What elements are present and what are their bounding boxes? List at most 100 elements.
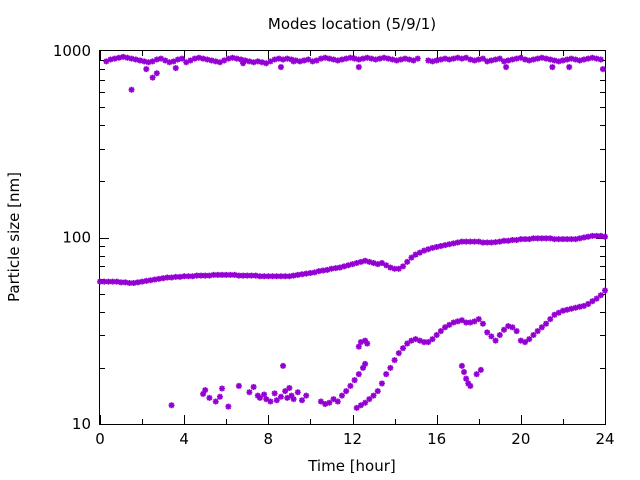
data-point (195, 54, 202, 61)
data-point (429, 336, 436, 343)
data-point (391, 357, 398, 364)
data-point (501, 58, 507, 65)
data-point (568, 55, 575, 62)
data-point (543, 235, 550, 242)
data-point (216, 59, 223, 66)
x-tick-label: 4 (179, 430, 189, 448)
data-point (496, 332, 503, 339)
data-point (458, 317, 465, 324)
data-point (505, 323, 512, 330)
data-point (479, 55, 486, 62)
data-point (437, 328, 444, 335)
data-point (174, 56, 181, 63)
data-point (589, 298, 596, 305)
data-point (237, 56, 244, 63)
data-point (147, 277, 154, 284)
data-point (580, 56, 587, 63)
data-point (454, 318, 461, 325)
data-point (463, 375, 470, 382)
data-point (313, 57, 320, 64)
data-point (355, 371, 362, 378)
data-point (353, 259, 360, 266)
data-point (564, 306, 571, 313)
data-point (568, 305, 575, 312)
data-point (543, 55, 550, 62)
data-point (134, 279, 141, 286)
series-2 (103, 53, 606, 93)
data-point (513, 236, 520, 243)
data-point (406, 56, 413, 63)
data-point (465, 380, 472, 387)
data-point (503, 64, 510, 71)
data-point (378, 380, 385, 387)
data-point (271, 56, 278, 63)
data-point (458, 55, 465, 62)
data-point (326, 399, 333, 406)
data-point (343, 388, 350, 395)
data-point (475, 56, 482, 63)
data-point (559, 236, 566, 243)
data-point (246, 389, 253, 396)
data-point (488, 333, 495, 340)
data-point (338, 56, 345, 63)
data-point (484, 58, 491, 65)
data-point (280, 362, 287, 369)
data-point (259, 59, 266, 66)
data-point (496, 55, 503, 62)
data-point (252, 272, 259, 279)
data-point (526, 336, 533, 343)
data-point (227, 271, 234, 278)
data-point (576, 235, 583, 242)
data-point (593, 295, 600, 302)
data-point (181, 273, 188, 280)
x-tick-label: 12 (343, 430, 362, 448)
data-point (429, 58, 436, 65)
data-point (284, 55, 291, 62)
data-point (501, 326, 507, 333)
data-point (301, 57, 308, 64)
data-point (330, 396, 337, 403)
data-point (286, 273, 293, 280)
data-point (235, 382, 242, 389)
data-point (261, 273, 268, 280)
data-point (534, 235, 541, 242)
x-tick-label: 24 (595, 430, 614, 448)
data-point (501, 237, 507, 244)
data-point (212, 398, 219, 405)
data-point (404, 340, 411, 347)
data-point (136, 57, 143, 64)
data-point (145, 59, 152, 66)
data-point (141, 58, 148, 65)
data-point (463, 238, 470, 245)
data-point (332, 265, 339, 272)
data-point (202, 387, 209, 394)
data-point (341, 263, 348, 270)
data-point (277, 393, 284, 400)
data-point (317, 55, 324, 62)
data-point (517, 337, 524, 344)
data-point (273, 397, 280, 404)
data-point (572, 56, 579, 63)
data-point (597, 56, 604, 63)
data-point (202, 272, 209, 279)
data-point (471, 57, 478, 64)
data-point (113, 278, 120, 285)
data-point (355, 343, 362, 350)
axis-ticks (100, 51, 606, 425)
data-point (376, 55, 383, 62)
data-point (492, 56, 499, 63)
x-axis-label: Time [hour] (307, 457, 396, 475)
data-point (463, 319, 470, 326)
data-point (357, 339, 364, 346)
data-point (450, 319, 457, 326)
data-point (530, 332, 537, 339)
data-point (421, 247, 428, 254)
data-point (166, 59, 173, 66)
data-point (538, 54, 545, 61)
data-point (139, 278, 146, 285)
data-point (349, 261, 356, 268)
data-point (389, 56, 396, 63)
data-point (488, 57, 495, 64)
data-point (309, 58, 316, 65)
data-point (109, 278, 116, 285)
